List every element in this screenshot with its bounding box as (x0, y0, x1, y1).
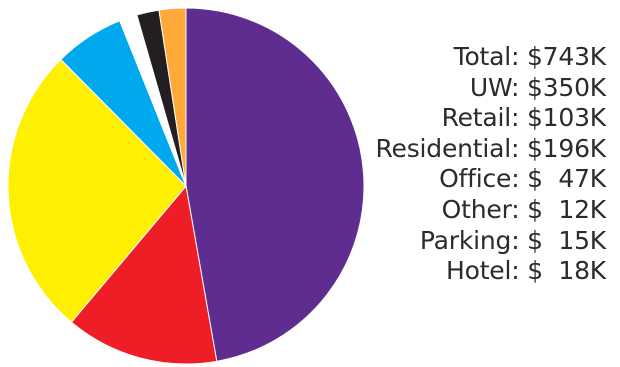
pie-chart (7, 7, 365, 365)
legend-other: Other: $ 12K (441, 194, 607, 224)
legend: Total: $743K UW: $350K Retail: $103K Res… (336, 42, 607, 287)
pie-slice-retail (70, 184, 218, 365)
legend-retail: Retail: $103K (441, 103, 607, 133)
legend-uw: UW: $350K (469, 72, 606, 102)
legend-parking: Parking: $ 15K (419, 225, 606, 255)
legend-total: Total: $743K (453, 42, 607, 71)
pie-slice-hotel (158, 7, 187, 187)
legend-residential: Residential: $196K (375, 133, 607, 163)
pie-slice-uw (185, 7, 365, 362)
legend-hotel: Hotel: $ 18K (446, 256, 606, 286)
legend-office: Office: $ 47K (439, 164, 606, 194)
pie-slice-residential (7, 58, 187, 323)
